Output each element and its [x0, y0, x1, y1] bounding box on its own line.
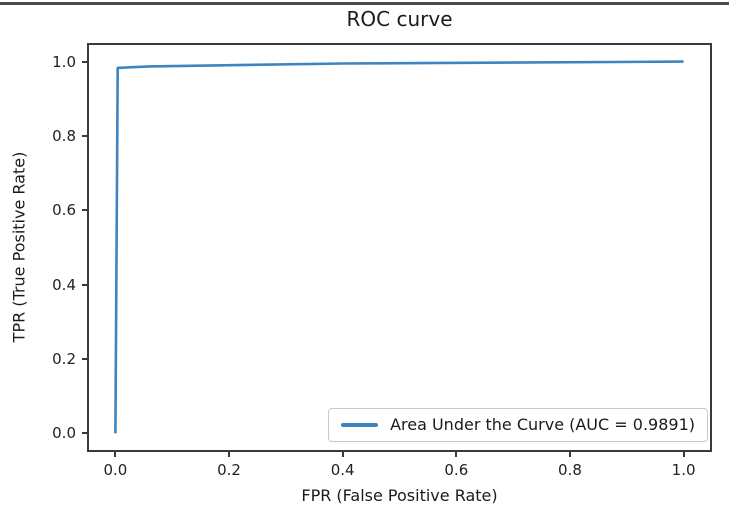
x-tick-label: 0.2 [217, 461, 241, 479]
legend-line-swatch [341, 422, 379, 427]
y-tick-label: 0.8 [52, 126, 76, 145]
plot-area: 0.0 0.2 0.4 0.6 0.8 1.0 0.0 0.2 0.4 0.6 0.8 1.0 Are… [52, 43, 712, 479]
y-tick-label: 0.0 [52, 424, 76, 443]
x-tick-label: 0.4 [330, 461, 355, 479]
y-tick-mark [82, 134, 87, 137]
x-tick-label: 0.0 [103, 461, 128, 479]
roc-curve-line [114, 60, 684, 434]
top-divider-rule [0, 2, 729, 5]
y-tick-mark [82, 209, 87, 212]
x-tick-mark [682, 452, 685, 457]
x-tick-label: 1.0 [671, 461, 696, 479]
legend: Area Under the Curve (AUC = 0.9891) [328, 408, 708, 442]
legend-label: Area Under the Curve (AUC = 0.9891) [390, 415, 695, 434]
y-tick-mark [82, 358, 87, 361]
x-tick-label: 0.8 [558, 461, 582, 479]
x-tick-mark [341, 452, 344, 457]
x-axis-label: FPR (False Positive Rate) [301, 486, 498, 505]
y-tick-mark [82, 60, 87, 63]
y-tick-mark [82, 432, 87, 435]
y-tick-label: 0.2 [52, 350, 76, 369]
y-tick-label: 0.4 [52, 275, 76, 294]
y-tick-mark [82, 283, 87, 286]
x-tick-mark [228, 452, 231, 457]
x-tick-label: 0.6 [444, 461, 469, 479]
x-tick-mark [455, 452, 458, 457]
y-axis-label: TPR (True Positive Rate) [9, 151, 29, 343]
y-tick-label: 0.6 [52, 201, 76, 220]
x-tick-mark [114, 452, 117, 457]
chart-title: ROC curve [346, 7, 453, 31]
x-tick-mark [568, 452, 571, 457]
y-tick-label: 1.0 [52, 52, 76, 71]
